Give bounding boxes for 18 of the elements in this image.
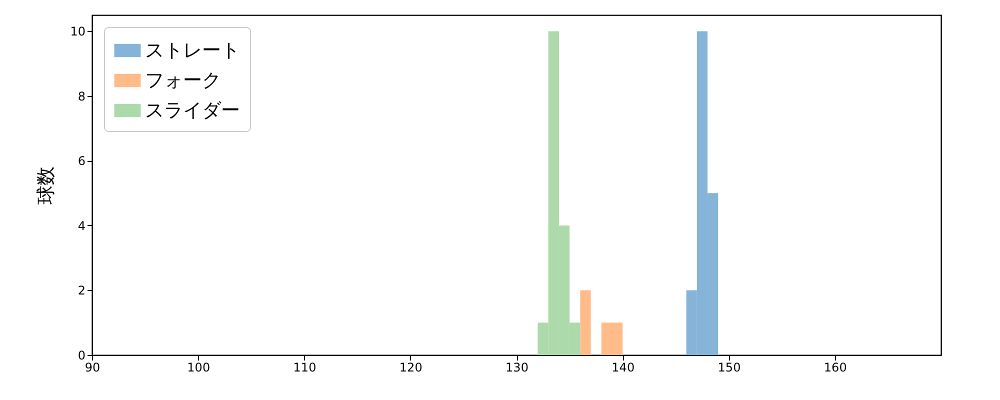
y-tick-label: 2 (78, 284, 86, 298)
x-tick-label: 120 (399, 360, 422, 374)
x-tick-label: 90 (84, 360, 100, 374)
y-axis-title: 球数 (35, 166, 58, 204)
y-tick-label: 4 (78, 218, 86, 233)
x-tick-label: 130 (506, 360, 528, 374)
y-tick-label: 10 (70, 24, 86, 39)
y-tick-label: 6 (78, 154, 86, 168)
legend-label: ストレート (145, 40, 240, 62)
y-tick-label: 0 (78, 348, 86, 362)
x-tick-label: 100 (187, 360, 210, 374)
x-tick-label: 160 (824, 360, 847, 374)
x-tick-label: 110 (293, 360, 316, 374)
x-tick-label: 150 (718, 360, 741, 374)
x-tick-label: 140 (612, 360, 635, 374)
legend-label: フォーク (145, 70, 221, 92)
legend-label: スライダー (145, 100, 240, 122)
y-tick-label: 8 (78, 89, 86, 104)
